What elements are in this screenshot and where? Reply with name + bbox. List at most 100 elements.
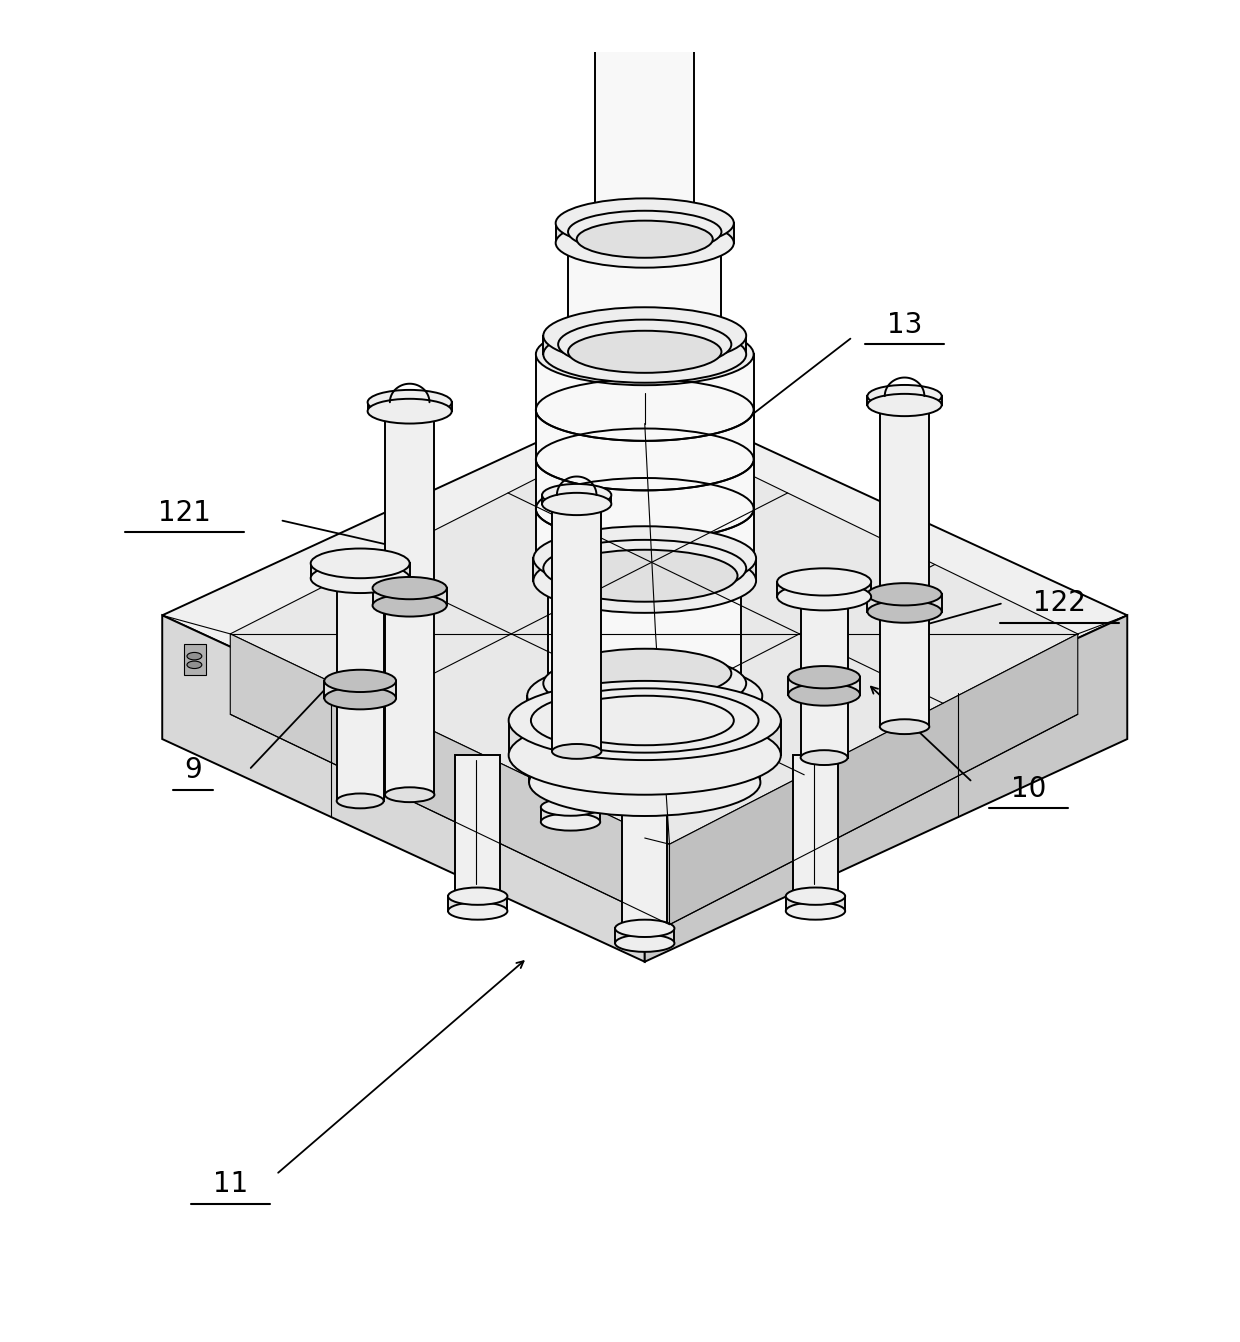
Ellipse shape [311, 564, 409, 593]
Polygon shape [789, 678, 861, 695]
Polygon shape [548, 581, 742, 674]
Ellipse shape [568, 330, 722, 373]
Ellipse shape [786, 902, 846, 919]
Polygon shape [508, 721, 781, 756]
Ellipse shape [583, 200, 707, 235]
Polygon shape [325, 680, 396, 698]
Polygon shape [337, 578, 383, 801]
Ellipse shape [543, 654, 746, 713]
Ellipse shape [536, 323, 754, 385]
Ellipse shape [367, 391, 451, 415]
Ellipse shape [508, 680, 781, 760]
Ellipse shape [337, 793, 383, 808]
Ellipse shape [868, 600, 941, 623]
Ellipse shape [325, 687, 396, 710]
Polygon shape [786, 896, 846, 911]
Ellipse shape [552, 550, 738, 601]
Polygon shape [543, 336, 746, 354]
Polygon shape [880, 405, 929, 726]
Ellipse shape [552, 743, 601, 758]
Ellipse shape [531, 688, 759, 753]
Ellipse shape [558, 319, 732, 369]
Text: 9: 9 [185, 756, 202, 784]
Polygon shape [367, 403, 451, 411]
Ellipse shape [384, 404, 434, 419]
Ellipse shape [527, 662, 763, 730]
Ellipse shape [542, 493, 611, 515]
Polygon shape [311, 564, 409, 578]
Ellipse shape [777, 584, 872, 611]
Ellipse shape [367, 399, 451, 424]
Text: 10: 10 [1011, 774, 1047, 803]
Ellipse shape [372, 595, 446, 616]
Text: 121: 121 [157, 499, 211, 526]
Ellipse shape [556, 695, 734, 745]
Ellipse shape [337, 570, 383, 585]
Ellipse shape [801, 589, 848, 604]
Ellipse shape [548, 553, 742, 608]
Ellipse shape [615, 919, 675, 937]
Ellipse shape [541, 798, 600, 816]
Ellipse shape [556, 199, 734, 248]
Text: 122: 122 [1033, 589, 1086, 617]
Ellipse shape [868, 385, 941, 407]
Ellipse shape [529, 749, 760, 816]
Polygon shape [868, 396, 941, 405]
Ellipse shape [868, 393, 941, 416]
Ellipse shape [384, 788, 434, 803]
Polygon shape [372, 588, 446, 605]
Text: 11: 11 [212, 1170, 248, 1198]
Ellipse shape [187, 652, 202, 660]
Polygon shape [552, 505, 601, 752]
Polygon shape [533, 558, 756, 581]
Ellipse shape [880, 397, 929, 412]
Polygon shape [670, 633, 1078, 925]
Ellipse shape [880, 719, 929, 734]
Polygon shape [801, 597, 848, 758]
Ellipse shape [568, 220, 722, 266]
Ellipse shape [533, 526, 756, 590]
Ellipse shape [372, 577, 446, 600]
Ellipse shape [777, 568, 872, 596]
Polygon shape [541, 807, 600, 821]
Ellipse shape [448, 902, 507, 919]
Polygon shape [536, 354, 754, 558]
Polygon shape [777, 582, 872, 597]
Ellipse shape [786, 887, 846, 905]
Ellipse shape [508, 715, 781, 794]
Polygon shape [548, 756, 593, 807]
Polygon shape [162, 616, 645, 962]
Ellipse shape [533, 549, 756, 613]
Ellipse shape [789, 666, 861, 688]
Polygon shape [794, 756, 838, 896]
Polygon shape [384, 411, 434, 794]
Polygon shape [556, 223, 734, 243]
Polygon shape [455, 756, 500, 896]
Ellipse shape [311, 549, 409, 578]
Ellipse shape [868, 584, 941, 605]
Ellipse shape [325, 670, 396, 692]
Polygon shape [542, 495, 611, 505]
Text: 13: 13 [887, 310, 923, 338]
Ellipse shape [577, 220, 713, 258]
Polygon shape [529, 756, 760, 782]
Polygon shape [568, 243, 722, 336]
Ellipse shape [558, 648, 732, 698]
Ellipse shape [556, 219, 734, 267]
Ellipse shape [568, 211, 722, 252]
Polygon shape [615, 929, 675, 943]
Polygon shape [448, 896, 507, 911]
Polygon shape [231, 424, 1078, 844]
Polygon shape [645, 616, 1127, 962]
Ellipse shape [789, 683, 861, 706]
Ellipse shape [615, 934, 675, 951]
Polygon shape [595, 0, 694, 223]
Ellipse shape [541, 813, 600, 831]
Polygon shape [162, 393, 1127, 837]
Ellipse shape [801, 750, 848, 765]
Polygon shape [527, 695, 763, 723]
Ellipse shape [187, 662, 202, 668]
Ellipse shape [529, 722, 760, 789]
Polygon shape [868, 595, 941, 612]
Ellipse shape [542, 484, 611, 506]
